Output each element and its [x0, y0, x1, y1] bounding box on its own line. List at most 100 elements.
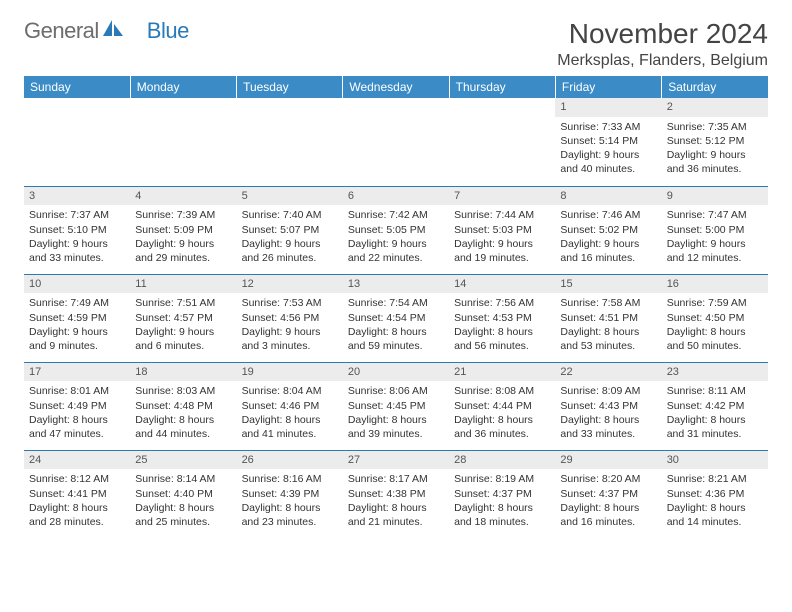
day-body: Sunrise: 8:03 AMSunset: 4:48 PMDaylight:…	[130, 381, 236, 445]
sunset-text: Sunset: 4:36 PM	[667, 487, 763, 501]
sunset-text: Sunset: 4:50 PM	[667, 311, 763, 325]
calendar-cell: 29Sunrise: 8:20 AMSunset: 4:37 PMDayligh…	[555, 450, 661, 538]
sunset-text: Sunset: 4:51 PM	[560, 311, 656, 325]
calendar-cell	[237, 98, 343, 186]
sunset-text: Sunset: 5:14 PM	[560, 134, 656, 148]
day-number: 30	[662, 451, 768, 470]
day-body: Sunrise: 8:08 AMSunset: 4:44 PMDaylight:…	[449, 381, 555, 445]
day-body	[24, 102, 130, 109]
calendar-cell: 1Sunrise: 7:33 AMSunset: 5:14 PMDaylight…	[555, 98, 661, 186]
day-body: Sunrise: 8:09 AMSunset: 4:43 PMDaylight:…	[555, 381, 661, 445]
sunset-text: Sunset: 4:49 PM	[29, 399, 125, 413]
month-title: November 2024	[557, 18, 768, 50]
day-body: Sunrise: 8:17 AMSunset: 4:38 PMDaylight:…	[343, 469, 449, 533]
sunset-text: Sunset: 5:10 PM	[29, 223, 125, 237]
sunrise-text: Sunrise: 8:20 AM	[560, 472, 656, 486]
col-header-saturday: Saturday	[662, 76, 768, 98]
brand-sail-icon	[101, 18, 125, 44]
calendar-cell: 24Sunrise: 8:12 AMSunset: 4:41 PMDayligh…	[24, 450, 130, 538]
daylight-text: Daylight: 9 hours and 3 minutes.	[242, 325, 338, 353]
daylight-text: Daylight: 8 hours and 31 minutes.	[667, 413, 763, 441]
calendar-cell	[343, 98, 449, 186]
sunset-text: Sunset: 5:05 PM	[348, 223, 444, 237]
sunset-text: Sunset: 4:41 PM	[29, 487, 125, 501]
day-number: 20	[343, 363, 449, 382]
day-body: Sunrise: 7:49 AMSunset: 4:59 PMDaylight:…	[24, 293, 130, 357]
day-body: Sunrise: 8:06 AMSunset: 4:45 PMDaylight:…	[343, 381, 449, 445]
calendar-cell: 20Sunrise: 8:06 AMSunset: 4:45 PMDayligh…	[343, 362, 449, 450]
daylight-text: Daylight: 8 hours and 53 minutes.	[560, 325, 656, 353]
sunrise-text: Sunrise: 7:37 AM	[29, 208, 125, 222]
col-header-tuesday: Tuesday	[237, 76, 343, 98]
calendar-cell: 13Sunrise: 7:54 AMSunset: 4:54 PMDayligh…	[343, 274, 449, 362]
day-body: Sunrise: 8:20 AMSunset: 4:37 PMDaylight:…	[555, 469, 661, 533]
day-number: 14	[449, 275, 555, 294]
day-number: 22	[555, 363, 661, 382]
day-number: 7	[449, 187, 555, 206]
day-body: Sunrise: 7:51 AMSunset: 4:57 PMDaylight:…	[130, 293, 236, 357]
day-number: 29	[555, 451, 661, 470]
day-body: Sunrise: 8:21 AMSunset: 4:36 PMDaylight:…	[662, 469, 768, 533]
sunrise-text: Sunrise: 8:01 AM	[29, 384, 125, 398]
day-number: 13	[343, 275, 449, 294]
calendar-week-row: 24 Sunrise: 8:12 AMSunset: 4:41 PM Dayligh…	[24, 450, 768, 538]
day-number: 27	[343, 451, 449, 470]
daylight-text: Daylight: 8 hours and 25 minutes.	[135, 501, 231, 529]
calendar-cell: 23Sunrise: 8:11 AMSunset: 4:42 PMDayligh…	[662, 362, 768, 450]
sunset-text: Sunset: 4:42 PM	[667, 399, 763, 413]
calendar-body: 1Sunrise: 7:33 AMSunset: 5:14 PMDaylight…	[24, 98, 768, 538]
day-body: Sunrise: 7:47 AMSunset: 5:00 PMDaylight:…	[662, 205, 768, 269]
sunset-text: Sunset: 4:56 PM	[242, 311, 338, 325]
day-number: 16	[662, 275, 768, 294]
day-number: 4	[130, 187, 236, 206]
day-body: Sunrise: 7:37 AMSunset: 5:10 PMDaylight:…	[24, 205, 130, 269]
calendar-cell	[24, 98, 130, 186]
calendar-cell: 19Sunrise: 8:04 AMSunset: 4:46 PMDayligh…	[237, 362, 343, 450]
calendar-cell: 10Sunrise: 7:49 AMSunset: 4:59 PMDayligh…	[24, 274, 130, 362]
calendar-cell: 11Sunrise: 7:51 AMSunset: 4:57 PMDayligh…	[130, 274, 236, 362]
col-header-friday: Friday	[555, 76, 661, 98]
sunrise-text: Sunrise: 8:08 AM	[454, 384, 550, 398]
daylight-text: Daylight: 8 hours and 39 minutes.	[348, 413, 444, 441]
day-number: 15	[555, 275, 661, 294]
day-body: Sunrise: 7:46 AMSunset: 5:02 PMDaylight:…	[555, 205, 661, 269]
calendar-cell: 9Sunrise: 7:47 AMSunset: 5:00 PMDaylight…	[662, 186, 768, 274]
col-header-sunday: Sunday	[24, 76, 130, 98]
day-body: Sunrise: 7:40 AMSunset: 5:07 PMDaylight:…	[237, 205, 343, 269]
sunset-text: Sunset: 4:43 PM	[560, 399, 656, 413]
sunrise-text: Sunrise: 7:51 AM	[135, 296, 231, 310]
sunrise-text: Sunrise: 8:09 AM	[560, 384, 656, 398]
day-number: 18	[130, 363, 236, 382]
day-number: 1	[555, 98, 661, 117]
daylight-text: Daylight: 9 hours and 22 minutes.	[348, 237, 444, 265]
daylight-text: Daylight: 9 hours and 16 minutes.	[560, 237, 656, 265]
day-number: 6	[343, 187, 449, 206]
sunset-text: Sunset: 5:09 PM	[135, 223, 231, 237]
calendar-cell	[130, 98, 236, 186]
daylight-text: Daylight: 8 hours and 44 minutes.	[135, 413, 231, 441]
sunrise-text: Sunrise: 8:12 AM	[29, 472, 125, 486]
daylight-text: Daylight: 8 hours and 18 minutes.	[454, 501, 550, 529]
calendar-cell: 14Sunrise: 7:56 AMSunset: 4:53 PMDayligh…	[449, 274, 555, 362]
sunrise-text: Sunrise: 8:11 AM	[667, 384, 763, 398]
daylight-text: Daylight: 8 hours and 23 minutes.	[242, 501, 338, 529]
daylight-text: Daylight: 8 hours and 41 minutes.	[242, 413, 338, 441]
sunset-text: Sunset: 4:37 PM	[454, 487, 550, 501]
sunrise-text: Sunrise: 7:35 AM	[667, 120, 763, 134]
day-number: 24	[24, 451, 130, 470]
calendar-cell: 16Sunrise: 7:59 AMSunset: 4:50 PMDayligh…	[662, 274, 768, 362]
calendar-cell: 3Sunrise: 7:37 AMSunset: 5:10 PMDaylight…	[24, 186, 130, 274]
day-number: 28	[449, 451, 555, 470]
sunrise-text: Sunrise: 7:42 AM	[348, 208, 444, 222]
daylight-text: Daylight: 8 hours and 33 minutes.	[560, 413, 656, 441]
sunset-text: Sunset: 4:39 PM	[242, 487, 338, 501]
calendar-cell: 26Sunrise: 8:16 AMSunset: 4:39 PMDayligh…	[237, 450, 343, 538]
daylight-text: Daylight: 8 hours and 14 minutes.	[667, 501, 763, 529]
day-body: Sunrise: 7:58 AMSunset: 4:51 PMDaylight:…	[555, 293, 661, 357]
page-header: General Blue November 2024 Merksplas, Fl…	[24, 18, 768, 70]
daylight-text: Daylight: 9 hours and 33 minutes.	[29, 237, 125, 265]
sunset-text: Sunset: 4:54 PM	[348, 311, 444, 325]
calendar-cell	[449, 98, 555, 186]
sunrise-text: Sunrise: 7:40 AM	[242, 208, 338, 222]
daylight-text: Daylight: 8 hours and 59 minutes.	[348, 325, 444, 353]
